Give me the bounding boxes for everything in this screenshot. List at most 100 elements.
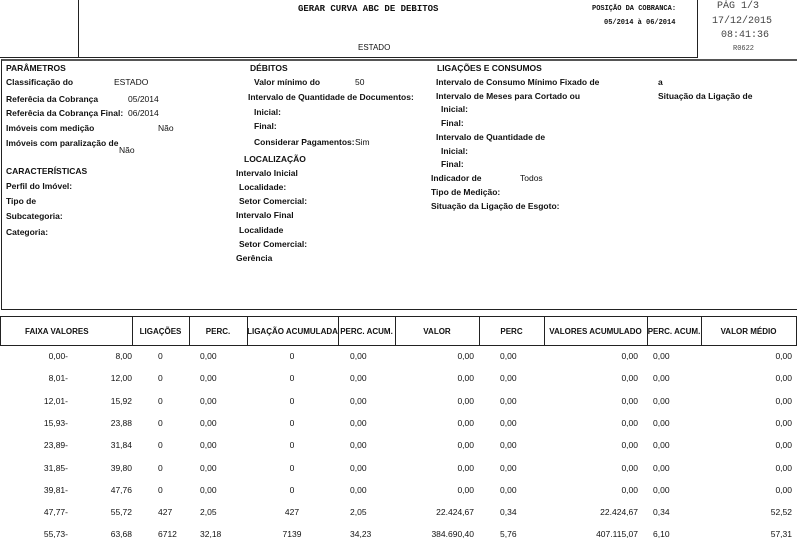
inicial-label: Inicial: — [441, 104, 468, 114]
table-cell: 0,00 — [350, 395, 367, 406]
loc-label: Intervalo Final — [236, 210, 294, 220]
column-header: PERC — [479, 316, 545, 346]
table-cell: 0,00 — [350, 417, 367, 428]
column-header: PERC. ACUM. — [338, 316, 396, 346]
report-header — [0, 0, 697, 58]
table-cell: 15,93- — [43, 417, 68, 428]
table-cell: 0 — [289, 373, 295, 384]
table-cell: 0 — [158, 417, 163, 428]
table-cell: 39,81- — [43, 484, 68, 495]
table-cell: 0,00 — [621, 373, 638, 384]
table-cell: 0 — [158, 484, 163, 495]
table-cell: 384.690,40 — [431, 529, 474, 540]
table-cell: 55,72 — [110, 507, 132, 518]
table-cell: 22.424,67 — [436, 507, 474, 518]
indicador-value: Todos — [520, 173, 543, 183]
table-cell: 0,00 — [500, 462, 517, 473]
table-cell: 12,00 — [110, 373, 132, 384]
position-value: 05/2014 à 06/2014 — [604, 19, 676, 27]
report-title: GERAR CURVA ABC DE DEBITOS — [298, 4, 439, 14]
table-cell: 427 — [158, 507, 173, 518]
consumo-label: Intervalo de Consumo Mínimo Fixado de — [436, 77, 600, 87]
table-cell: 0,00 — [500, 417, 517, 428]
table-cell: 0,00 — [621, 440, 638, 451]
table-cell: 2,05 — [200, 507, 217, 518]
param-value: 05/2014 — [128, 94, 159, 104]
position-label: POSIÇÃO DA COBRANCA: — [592, 5, 677, 13]
param-label: Imóveis com paralização de — [6, 138, 119, 148]
report-code: R0622 — [733, 45, 755, 53]
table-cell: 0,00 — [457, 462, 474, 473]
debitos-title: DÉBITOS — [250, 63, 288, 73]
table-cell: 0,34 — [653, 507, 670, 518]
table-cell: 0,00 — [621, 484, 638, 495]
table-cell: 0,00 — [200, 373, 217, 384]
table-cell: 0,00 — [457, 484, 474, 495]
table-cell: 0,00 — [775, 440, 792, 451]
table-cell: 0,00 — [350, 484, 367, 495]
table-cell: 0,00 — [350, 440, 367, 451]
considerar-label: Considerar Pagamentos: — [254, 137, 355, 147]
loc-label: Setor Comercial: — [239, 239, 308, 249]
table-cell: 55,73- — [43, 529, 68, 540]
table-cell: 32,18 — [200, 529, 222, 540]
param-label: Imóveis com medição — [6, 123, 95, 133]
table-cell: 47,76 — [110, 484, 132, 495]
table-cell: 0,00 — [500, 440, 517, 451]
situacao-ligacao-label: Situação da Ligação de — [658, 91, 753, 101]
table-cell: 0,00 — [457, 440, 474, 451]
table-cell: 0 — [289, 417, 295, 428]
table-cell: 427 — [284, 507, 300, 518]
table-cell: 0 — [158, 440, 163, 451]
table-cell: 0,00 — [500, 373, 517, 384]
column-header: FAIXA VALORES — [0, 316, 133, 346]
table-cell: 0,00 — [621, 417, 638, 428]
table-cell: 0,34 — [500, 507, 517, 518]
table-cell: 0,00 — [350, 462, 367, 473]
caracteristicas-title: CARACTERÍSTICAS — [6, 166, 88, 176]
table-cell: 0 — [158, 462, 163, 473]
param-value: Não — [119, 145, 135, 155]
table-cell: 0,00 — [350, 373, 367, 384]
table-cell: 0,00 — [653, 373, 670, 384]
table-cell: 0,00 — [200, 351, 217, 361]
table-cell: 2,05 — [350, 507, 367, 518]
loc-label: Setor Comercial: — [239, 196, 308, 206]
table-cell: 0,00 — [653, 484, 670, 495]
loc-label: Localidade — [239, 225, 284, 235]
table-cell: 0,00 — [457, 351, 474, 361]
table-cell: 0,00 — [653, 395, 670, 406]
table-cell: 0 — [289, 395, 295, 406]
table-cell: 0,00 — [350, 351, 367, 361]
column-header: VALORES ACUMULADO — [544, 316, 648, 346]
table-cell: 0,00 — [775, 462, 792, 473]
table-cell: 0 — [158, 373, 163, 384]
table-cell: 0 — [289, 440, 295, 451]
table-cell: 7139 — [282, 529, 302, 540]
table-cell: 63,68 — [110, 529, 132, 540]
table-cell: 52,52 — [770, 507, 792, 518]
table-cell: 0,00 — [621, 395, 638, 406]
table-cell: 39,80 — [110, 462, 132, 473]
parametros-title: PARÂMETROS — [6, 63, 66, 73]
report-subtitle: ESTADO — [358, 43, 391, 52]
considerar-value: Sim — [355, 137, 370, 147]
table-cell: 15,92 — [110, 395, 132, 406]
table-cell: 0,00 — [775, 373, 792, 384]
final-label: Final: — [254, 121, 277, 131]
indicador-label: Indicador de — [431, 173, 482, 183]
caract-label: Tipo de — [6, 196, 37, 206]
table-cell: 0 — [289, 351, 295, 361]
table-cell: 0,00 — [653, 417, 670, 428]
param-label: Referêcia da Cobrança — [6, 94, 99, 104]
table-cell: 6,10 — [653, 529, 670, 540]
param-label: Classificação do — [6, 77, 74, 87]
caract-label: Perfil do Imóvel: — [6, 181, 73, 191]
table-cell: 23,89- — [43, 440, 68, 451]
ligacoes-title: LIGAÇÕES E CONSUMOS — [437, 63, 542, 73]
table-cell: 0,00 — [200, 417, 217, 428]
table-cell: 8,00 — [115, 351, 132, 361]
situacao-esgoto-label: Situação da Ligação de Esgoto: — [431, 201, 560, 211]
parameters-box — [1, 59, 797, 310]
column-header: LIGAÇÃO ACUMULADA — [247, 316, 339, 346]
